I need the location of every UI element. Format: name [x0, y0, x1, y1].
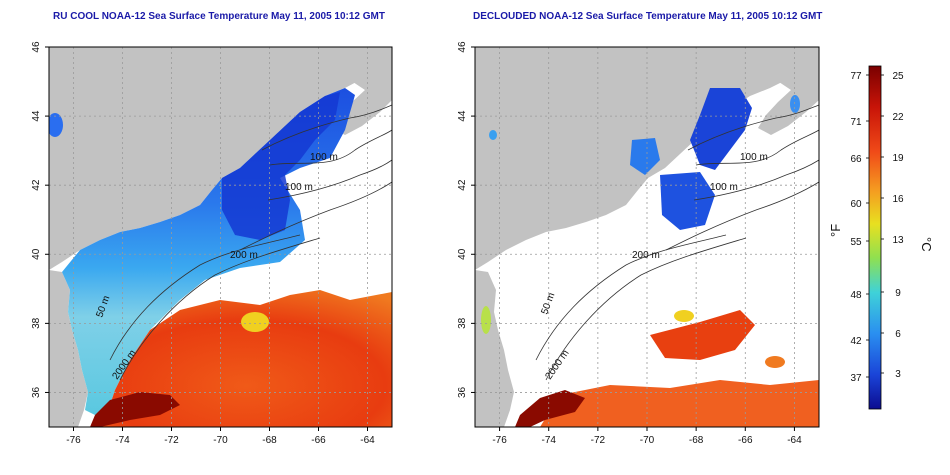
colorbar-c-tick-label: 13	[892, 235, 904, 246]
colorbar-c-tick-label: 9	[895, 288, 901, 299]
right-sst-cold-west-patch	[489, 130, 497, 140]
right-sst-warm-patch-1	[650, 310, 755, 360]
right-lon-tick-label: -66	[738, 435, 753, 446]
left-sst-warm-eddy	[241, 312, 269, 332]
colorbar-f-unit-label: °F	[828, 224, 843, 237]
left-lon-tick-label: -68	[262, 435, 277, 446]
right-lat-tick-label: 36	[457, 386, 468, 398]
right-lon-tick-label: -76	[492, 435, 507, 446]
right-sst-cold-patch-3	[630, 138, 660, 175]
left-lon-tick-label: -64	[360, 435, 375, 446]
left-lat-tick-label: 46	[31, 41, 42, 53]
colorbar-c-unit-label: °C	[919, 237, 934, 252]
right-sst-warm-patch-3	[765, 356, 785, 368]
right-sst-cold-patch-4	[790, 95, 800, 113]
left-lon-tick-label: -72	[164, 435, 179, 446]
left-contour-label-1: 100 m	[310, 152, 338, 163]
right-sst-coastal-patch	[481, 306, 491, 334]
right-lon-tick-label: -68	[689, 435, 704, 446]
left-lat-tick-label: 40	[31, 248, 42, 260]
right-lat-tick-label: 42	[457, 179, 468, 191]
right-lon-tick-label: -70	[640, 435, 655, 446]
colorbar-f-tick-label: 42	[850, 336, 862, 347]
right-lat-tick-label: 40	[457, 248, 468, 260]
colorbar-f-tick-label: 71	[850, 117, 862, 128]
colorbar-f-tick-label: 77	[850, 71, 862, 82]
right-lon-tick-label: -74	[541, 435, 556, 446]
right-lat-tick-label: 44	[457, 110, 468, 122]
left-lon-tick-label: -66	[311, 435, 326, 446]
colorbar-c-tick-label: 19	[892, 153, 904, 164]
right-panel-title: DECLOUDED NOAA-12 Sea Surface Temperatur…	[473, 11, 823, 22]
right-axis-ticks: -76 -74 -72 -70 -68 -66 -64 36 38 40 42 44 46	[457, 41, 802, 446]
colorbar-f-tick-label: 55	[850, 237, 862, 248]
left-map-panel: 100 m 100 m 200 m 50 m 2000 m -76 -74 -72-…	[31, 41, 393, 446]
colorbar-f-tick-label: 37	[850, 373, 862, 384]
colorbar-c-tick-label: 6	[895, 329, 901, 340]
right-sst-warm-patch-2	[540, 380, 819, 427]
colorbar: 77 71 66 60 55 48 42 37 25 22 19 16 13 9 6 3 °F °C	[828, 65, 934, 410]
right-lon-tick-label: -72	[591, 435, 606, 446]
colorbar-f-tick-label: 66	[850, 154, 862, 165]
right-lon-tick-label: -64	[787, 435, 802, 446]
colorbar-f-tick-label: 48	[850, 290, 862, 301]
colorbar-c-tick-label: 25	[892, 71, 904, 82]
left-bathymetry-contours	[109, 104, 393, 381]
left-land-south	[49, 270, 88, 427]
colorbar-c-tick-label: 16	[892, 194, 904, 205]
left-lat-tick-label: 44	[31, 110, 42, 122]
left-lon-tick-label: -76	[66, 435, 81, 446]
right-lat-tick-label: 46	[457, 41, 468, 53]
left-lat-tick-label: 38	[31, 317, 42, 329]
right-sst-gulf-stream-core	[515, 390, 585, 427]
left-sst-cold-west-patch	[49, 113, 63, 137]
colorbar-gradient	[868, 65, 882, 410]
right-bathymetry-contours	[535, 104, 820, 381]
left-lon-tick-label: -70	[213, 435, 228, 446]
colorbar-f-tick-label: 60	[850, 199, 862, 210]
left-sst-gulf-stream-core	[90, 392, 180, 427]
left-panel-title: RU COOL NOAA-12 Sea Surface Temperature …	[53, 11, 385, 22]
left-lon-tick-label: -74	[115, 435, 130, 446]
right-sst-warm-eddy	[674, 310, 694, 322]
right-sst-cold-patch-2	[660, 172, 715, 230]
right-contour-label-1: 100 m	[740, 152, 768, 163]
left-lat-tick-label: 42	[31, 179, 42, 191]
right-contour-label-2: 100 m	[710, 182, 738, 193]
colorbar-c-tick-label: 3	[895, 369, 901, 380]
right-lat-tick-label: 38	[457, 317, 468, 329]
left-contour-label-2: 100 m	[285, 182, 313, 193]
right-contour-label-3: 200 m	[632, 250, 660, 261]
colorbar-c-tick-label: 22	[892, 112, 904, 123]
right-map-panel: 100 m 100 m 200 m 50 m 2000 m -76 -74 -72-…	[457, 41, 820, 446]
left-contour-label-3: 200 m	[230, 250, 258, 261]
left-lat-tick-label: 36	[31, 386, 42, 398]
left-axis-ticks: -76 -74 -72 -70 -68 -66 -64 36 38 40 42 44 46	[31, 41, 375, 446]
right-land-nova-scotia	[756, 47, 819, 135]
right-sst-cold-patch-1	[690, 88, 752, 170]
